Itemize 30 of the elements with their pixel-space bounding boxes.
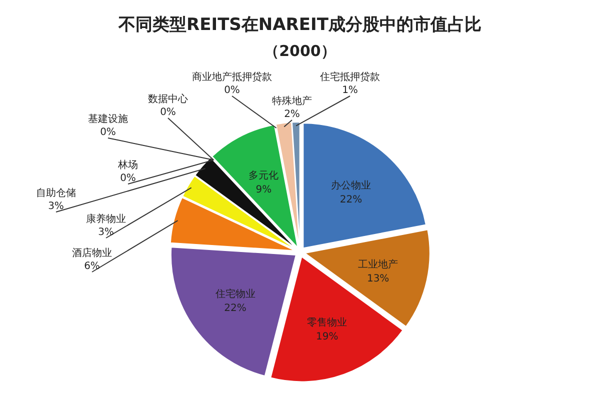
slice-label: 住宅物业 — [215, 288, 256, 300]
data-label: 9% — [256, 184, 272, 196]
slice-label: 康养物业 — [86, 213, 126, 225]
text: 0% — [224, 85, 240, 96]
slice-label: 工业地产 — [358, 258, 398, 270]
data-label: 2% — [284, 109, 300, 120]
data-label: 13% — [366, 273, 390, 284]
data-label: 22% — [340, 194, 362, 206]
text: 0% — [160, 107, 176, 118]
slice-label: 自助仓储 — [36, 187, 76, 199]
chart-subtitle: （2000） — [264, 42, 336, 60]
data-label: 3% — [48, 201, 64, 212]
data-label: 6% — [84, 261, 100, 272]
data-label: 22% — [224, 303, 246, 314]
data-label: 19% — [316, 331, 338, 342]
text: 0% — [120, 173, 136, 184]
slice-label: 办公物业 — [330, 179, 371, 192]
slice-label: 住宅抵押贷款 — [320, 71, 380, 83]
slice-label: 特殊地产 — [272, 95, 312, 107]
category-label: 基建设施 — [88, 114, 128, 125]
slice-label: 零售物业 — [307, 316, 348, 328]
text: 0% — [100, 127, 116, 138]
data-label: 3% — [98, 227, 114, 238]
category-label: 数据中心 — [148, 94, 188, 105]
chart-title: 不同类型REITS在NAREIT成分股中的市值占比 — [118, 15, 482, 35]
slice-label: 酒店物业 — [72, 247, 112, 259]
category-label: 商业地产抵押贷款 — [192, 72, 272, 83]
slice-label: 多元化 — [248, 170, 279, 182]
category-label: 林场 — [118, 160, 138, 171]
data-label: 1% — [342, 85, 358, 96]
